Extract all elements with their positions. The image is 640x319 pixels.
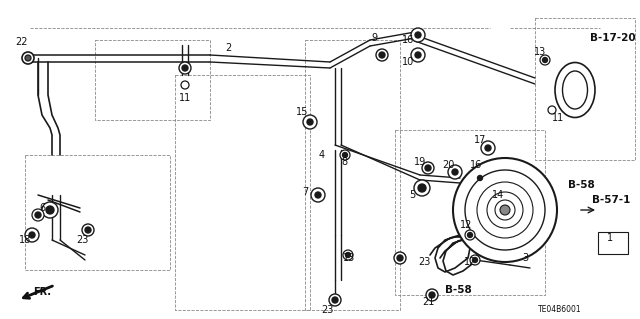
Text: 7: 7 — [302, 187, 308, 197]
Text: FR.: FR. — [33, 287, 51, 297]
Circle shape — [303, 115, 317, 129]
Text: 21: 21 — [422, 297, 434, 307]
Text: 23: 23 — [418, 257, 430, 267]
Text: 18: 18 — [19, 235, 31, 245]
Text: 14: 14 — [492, 190, 504, 200]
Circle shape — [25, 228, 39, 242]
Text: 8: 8 — [341, 157, 347, 167]
Text: 16: 16 — [402, 35, 414, 45]
Text: 11: 11 — [552, 113, 564, 123]
Circle shape — [414, 180, 430, 196]
Circle shape — [342, 152, 348, 158]
Text: 17: 17 — [474, 135, 486, 145]
Circle shape — [394, 252, 406, 264]
Circle shape — [500, 205, 510, 215]
Circle shape — [82, 224, 94, 236]
Circle shape — [411, 48, 425, 62]
Text: B-58: B-58 — [445, 285, 472, 295]
Circle shape — [453, 158, 557, 262]
Circle shape — [426, 289, 438, 301]
Circle shape — [470, 255, 480, 265]
Text: 16: 16 — [470, 160, 482, 170]
Circle shape — [418, 184, 426, 192]
Circle shape — [474, 172, 486, 184]
Circle shape — [429, 292, 435, 298]
Circle shape — [425, 165, 431, 171]
Circle shape — [543, 57, 547, 63]
Circle shape — [25, 55, 31, 61]
Circle shape — [477, 182, 533, 238]
Circle shape — [340, 150, 350, 160]
Text: TE04B6001: TE04B6001 — [538, 306, 582, 315]
Circle shape — [415, 52, 421, 58]
Circle shape — [422, 162, 434, 174]
Circle shape — [182, 65, 188, 71]
Circle shape — [343, 250, 353, 260]
Circle shape — [346, 253, 351, 257]
Text: 9: 9 — [371, 33, 377, 43]
Circle shape — [311, 188, 325, 202]
Text: 23: 23 — [76, 235, 88, 245]
Text: 10: 10 — [402, 57, 414, 67]
Circle shape — [181, 81, 189, 89]
Circle shape — [179, 62, 191, 74]
Circle shape — [376, 49, 388, 61]
Circle shape — [307, 119, 313, 125]
Bar — [598, 232, 628, 254]
Text: 12: 12 — [464, 257, 476, 267]
Text: 20: 20 — [442, 160, 454, 170]
Text: 13: 13 — [343, 253, 355, 263]
Circle shape — [379, 52, 385, 58]
Text: 3: 3 — [522, 253, 528, 263]
Text: 12: 12 — [460, 220, 472, 230]
Circle shape — [452, 169, 458, 175]
Circle shape — [415, 32, 421, 38]
Text: 2: 2 — [225, 43, 231, 53]
Circle shape — [397, 255, 403, 261]
Circle shape — [472, 257, 477, 263]
Circle shape — [32, 209, 44, 221]
Circle shape — [465, 170, 545, 250]
Circle shape — [487, 192, 523, 228]
Text: B-58: B-58 — [568, 180, 595, 190]
Text: 6: 6 — [39, 203, 45, 213]
Circle shape — [465, 230, 475, 240]
Circle shape — [477, 175, 483, 181]
Text: 13: 13 — [534, 47, 546, 57]
Circle shape — [42, 202, 58, 218]
Circle shape — [35, 212, 41, 218]
Circle shape — [46, 206, 54, 214]
Text: 15: 15 — [296, 107, 308, 117]
Circle shape — [481, 141, 495, 155]
Circle shape — [315, 192, 321, 198]
Text: 4: 4 — [319, 150, 325, 160]
Circle shape — [467, 233, 472, 238]
Circle shape — [548, 106, 556, 114]
Circle shape — [85, 227, 91, 233]
Circle shape — [411, 28, 425, 42]
Text: 22: 22 — [16, 37, 28, 47]
Text: B-57-1: B-57-1 — [592, 195, 630, 205]
Circle shape — [485, 145, 491, 151]
Circle shape — [332, 297, 338, 303]
Circle shape — [448, 165, 462, 179]
Circle shape — [540, 55, 550, 65]
Text: B-17-20: B-17-20 — [590, 33, 636, 43]
Text: 23: 23 — [321, 305, 333, 315]
Circle shape — [22, 52, 34, 64]
Circle shape — [495, 200, 515, 220]
Text: 5: 5 — [409, 190, 415, 200]
Circle shape — [329, 294, 341, 306]
Text: 19: 19 — [414, 157, 426, 167]
Text: 1: 1 — [607, 233, 613, 243]
Circle shape — [29, 232, 35, 238]
Text: 11: 11 — [179, 93, 191, 103]
